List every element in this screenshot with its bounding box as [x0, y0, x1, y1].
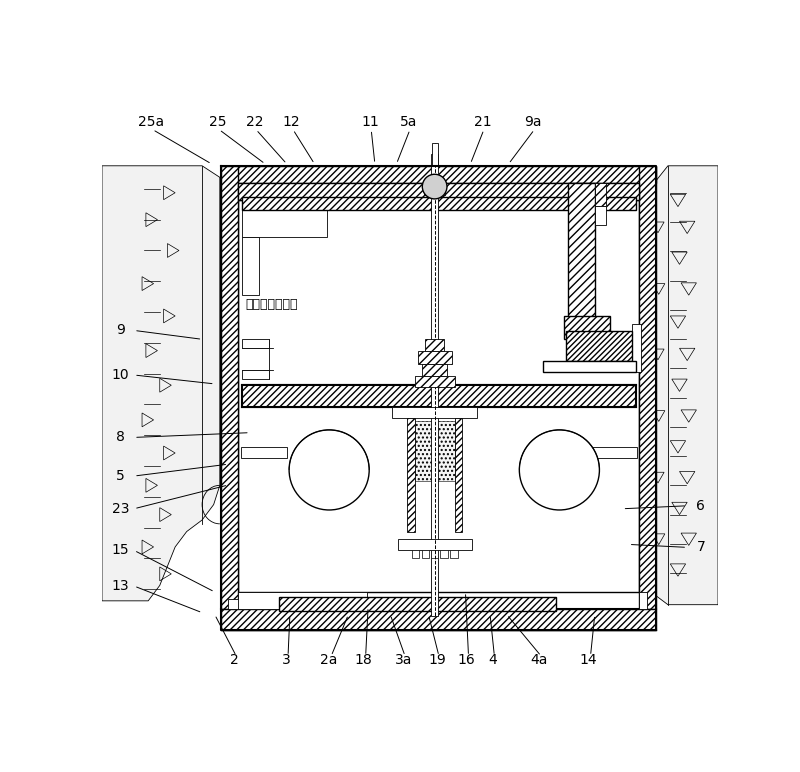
Circle shape [519, 430, 599, 510]
Bar [242, 197, 636, 211]
Text: 15: 15 [112, 543, 130, 557]
Bar [564, 316, 610, 339]
Circle shape [422, 174, 447, 199]
Bar [414, 376, 454, 387]
Text: 23: 23 [112, 502, 130, 516]
Bar [227, 599, 278, 608]
Bar [414, 422, 454, 482]
Text: 19: 19 [429, 653, 446, 667]
Bar [431, 143, 438, 166]
Bar [242, 370, 269, 379]
Text: 25a: 25a [138, 115, 164, 130]
Bar [424, 180, 446, 195]
Bar [632, 323, 641, 372]
Bar [594, 206, 606, 225]
Text: 中心线安装偏差: 中心线安装偏差 [245, 299, 298, 311]
Text: 14: 14 [580, 653, 598, 667]
Bar [639, 166, 657, 608]
Bar [594, 183, 606, 206]
Text: 21: 21 [474, 115, 491, 130]
Bar [411, 550, 419, 557]
Bar [440, 550, 448, 557]
Polygon shape [102, 166, 220, 601]
Text: 18: 18 [355, 653, 373, 667]
Text: 9: 9 [116, 323, 125, 337]
Text: 2a: 2a [320, 653, 338, 667]
Bar [242, 238, 259, 295]
Text: 16: 16 [458, 653, 475, 667]
Bar [430, 550, 438, 557]
Bar [241, 447, 287, 458]
Text: 22: 22 [246, 115, 263, 130]
Text: 12: 12 [283, 115, 301, 130]
Bar [222, 166, 238, 608]
Bar [591, 447, 637, 458]
Text: 3: 3 [282, 653, 291, 667]
Bar [222, 166, 657, 183]
Text: 2: 2 [230, 653, 239, 667]
Bar [242, 339, 269, 348]
Bar [430, 154, 438, 616]
Bar [242, 385, 636, 407]
Bar [426, 339, 444, 351]
Bar [543, 361, 636, 372]
Bar [238, 183, 639, 200]
Text: 4a: 4a [530, 653, 548, 667]
Text: 10: 10 [112, 368, 130, 382]
Bar [422, 550, 430, 557]
Bar [639, 591, 647, 608]
Text: 7: 7 [696, 540, 705, 554]
Bar [407, 418, 414, 532]
Text: 8: 8 [116, 431, 125, 445]
Bar [242, 211, 327, 238]
Bar [398, 539, 472, 550]
Bar [418, 351, 451, 364]
Bar [222, 608, 657, 630]
Text: 25: 25 [209, 115, 226, 130]
Text: 4: 4 [489, 653, 498, 667]
Bar [450, 550, 458, 557]
Polygon shape [641, 166, 718, 604]
Text: 11: 11 [361, 115, 379, 130]
Bar [238, 591, 367, 608]
Text: 5a: 5a [400, 115, 418, 130]
Text: 9a: 9a [525, 115, 542, 130]
Text: 3a: 3a [395, 653, 413, 667]
Bar [392, 407, 477, 418]
Text: 5: 5 [116, 469, 125, 483]
Circle shape [289, 430, 369, 510]
Bar [568, 183, 595, 339]
Text: 13: 13 [112, 579, 130, 593]
Bar [422, 364, 447, 376]
Bar [566, 331, 632, 361]
Bar [454, 418, 462, 532]
Bar [279, 597, 556, 611]
Text: 6: 6 [696, 499, 705, 513]
